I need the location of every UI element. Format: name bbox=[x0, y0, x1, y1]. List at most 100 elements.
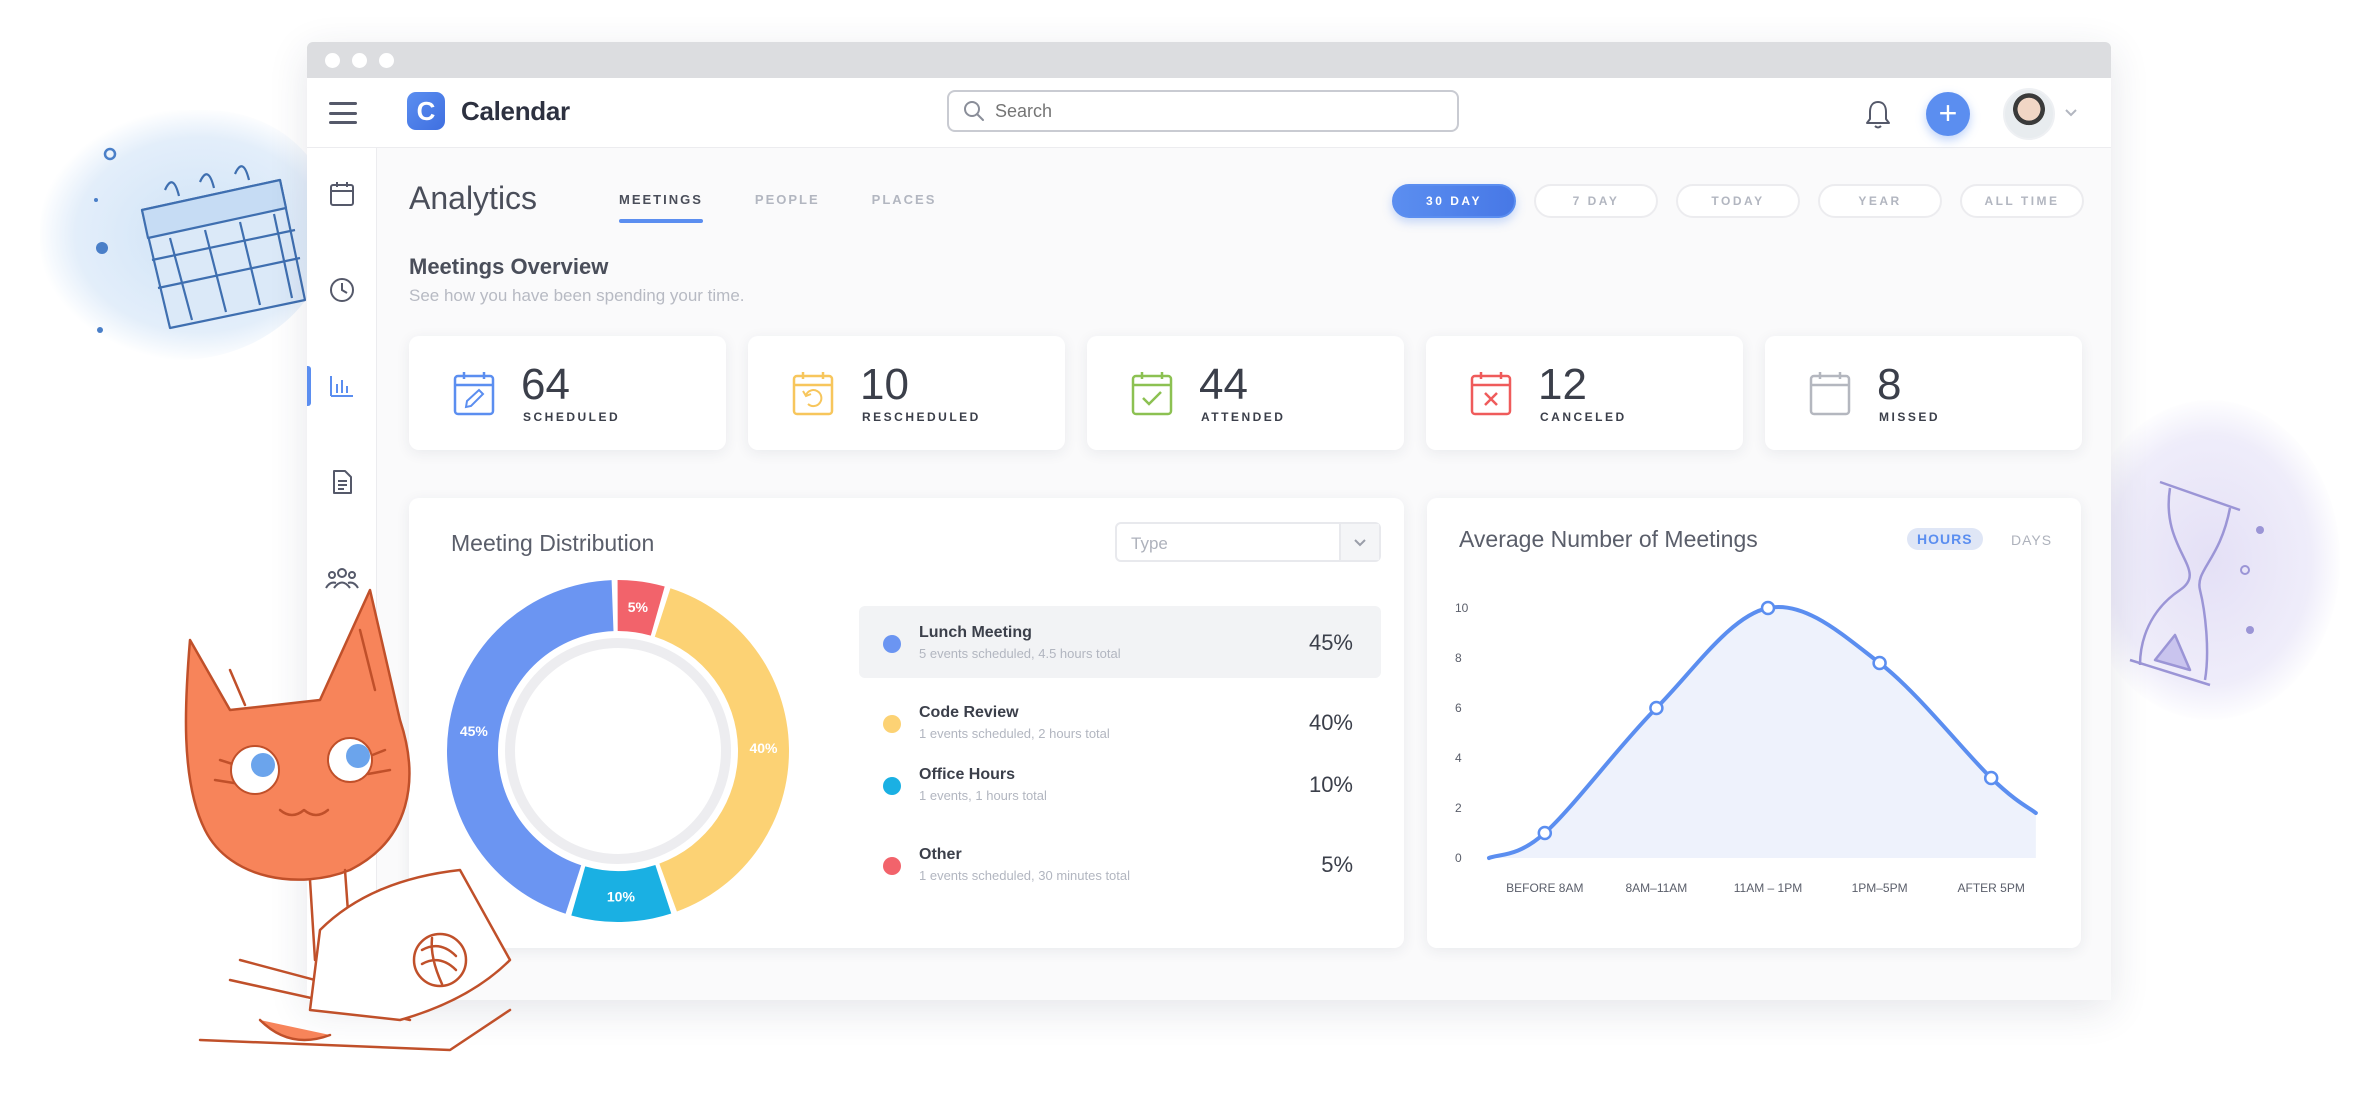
sidebar-item-people[interactable] bbox=[307, 548, 377, 608]
legend-name: Lunch Meeting bbox=[919, 624, 1032, 641]
y-tick-label: 10 bbox=[1455, 601, 1469, 615]
sparkle-dots-icon bbox=[94, 147, 117, 333]
legend-desc: 1 events, 1 hours total bbox=[919, 788, 1047, 803]
x-tick-label: 8AM–11AM bbox=[1625, 881, 1687, 895]
page-title: Analytics bbox=[409, 180, 538, 216]
window-close-dot[interactable] bbox=[325, 52, 340, 68]
range-today[interactable]: TODAY bbox=[1676, 184, 1800, 218]
app-logo[interactable]: C Calendar bbox=[407, 92, 570, 130]
calendar-check-icon bbox=[1131, 372, 1173, 416]
stat-value: 10 bbox=[860, 360, 909, 409]
add-event-button[interactable]: + bbox=[1926, 92, 1970, 136]
stat-card-attended[interactable]: 44 ATTENDED bbox=[1087, 336, 1404, 450]
range-year[interactable]: YEAR bbox=[1818, 184, 1942, 218]
stat-label: MISSED bbox=[1879, 410, 1941, 424]
donut-slice-other[interactable] bbox=[617, 580, 665, 636]
data-point[interactable] bbox=[1537, 825, 1553, 841]
data-point[interactable] bbox=[1983, 770, 1999, 786]
panel-title: Average Number of Meetings bbox=[1459, 526, 1758, 552]
toggle-hours[interactable]: HOURS bbox=[1907, 528, 1983, 550]
data-point[interactable] bbox=[1649, 700, 1664, 716]
window-titlebar bbox=[307, 42, 2111, 78]
logo-mark: C bbox=[407, 92, 445, 130]
tab-meetings[interactable]: MEETINGS bbox=[619, 192, 703, 223]
stats-row: 64 SCHEDULED 10 RESCHEDULED bbox=[409, 336, 2082, 450]
window-minimize-dot[interactable] bbox=[352, 52, 367, 68]
search-input[interactable] bbox=[995, 100, 1435, 122]
panel-title: Meeting Distribution bbox=[451, 530, 655, 556]
y-tick-label: 2 bbox=[1455, 801, 1462, 815]
legend-name: Code Review bbox=[919, 704, 1019, 721]
legend-item-other[interactable]: Other 1 events scheduled, 30 minutes tot… bbox=[859, 828, 1381, 900]
legend-item-office-hours[interactable]: Office Hours 1 events, 1 hours total 10% bbox=[859, 748, 1381, 820]
sidebar-item-history[interactable] bbox=[307, 260, 377, 320]
stat-card-rescheduled[interactable]: 10 RESCHEDULED bbox=[748, 336, 1065, 450]
sidebar-item-calendar[interactable] bbox=[307, 164, 377, 224]
chevron-down-icon[interactable] bbox=[2063, 104, 2079, 120]
y-tick-label: 8 bbox=[1455, 651, 1462, 665]
data-point[interactable] bbox=[1760, 600, 1776, 616]
calendar-icon bbox=[330, 182, 354, 206]
section-title: Meetings Overview bbox=[409, 254, 609, 279]
hourglass-doodle-icon bbox=[2129, 480, 2264, 687]
range-7-day[interactable]: 7 DAY bbox=[1534, 184, 1658, 218]
y-tick-label: 6 bbox=[1455, 701, 1462, 715]
top-bar: C Calendar + bbox=[307, 78, 2111, 148]
donut-slice-label: 10% bbox=[607, 888, 636, 904]
donut-slice-office-hours[interactable] bbox=[571, 865, 672, 922]
calendar-cancel-icon bbox=[1470, 372, 1512, 416]
donut-slice-label: 45% bbox=[460, 723, 489, 739]
sidebar-item-documents[interactable] bbox=[307, 452, 377, 512]
range-30-day[interactable]: 30 DAY bbox=[1392, 184, 1516, 218]
legend-percent: 40% bbox=[1308, 710, 1353, 735]
stat-card-missed[interactable]: 8 MISSED bbox=[1765, 336, 2082, 450]
distribution-legend: Lunch Meeting 5 events scheduled, 4.5 ho… bbox=[859, 606, 1381, 908]
legend-item-code-review[interactable]: Code Review 1 events scheduled, 2 hours … bbox=[859, 686, 1381, 758]
donut-chart[interactable]: 5% 40% 10% 45% bbox=[447, 580, 789, 922]
menu-icon[interactable] bbox=[329, 102, 357, 124]
search-icon bbox=[964, 101, 984, 121]
stat-label: ATTENDED bbox=[1201, 410, 1286, 424]
calendar-doodle-icon bbox=[140, 165, 307, 330]
x-tick-label: 1PM–5PM bbox=[1852, 881, 1908, 895]
legend-percent: 5% bbox=[1321, 852, 1353, 877]
legend-desc: 5 events scheduled, 4.5 hours total bbox=[919, 646, 1121, 661]
legend-item-lunch-meeting[interactable]: Lunch Meeting 5 events scheduled, 4.5 ho… bbox=[859, 606, 1381, 678]
tab-people[interactable]: PEOPLE bbox=[754, 192, 820, 207]
stat-card-scheduled[interactable]: 64 SCHEDULED bbox=[409, 336, 726, 450]
stat-card-canceled[interactable]: 12 CANCELED bbox=[1426, 336, 1743, 450]
legend-name: Other bbox=[919, 846, 962, 863]
donut-slice-lunch-meeting[interactable] bbox=[447, 580, 614, 914]
meeting-distribution-panel: Meeting Distribution Type 5% 40% 10% 45% Lu… bbox=[409, 498, 1404, 948]
legend-color-dot bbox=[883, 857, 901, 875]
toggle-days[interactable]: DAYS bbox=[2011, 532, 2053, 548]
stat-value: 12 bbox=[1538, 360, 1587, 409]
people-icon bbox=[325, 568, 359, 589]
select-value: Type bbox=[1131, 534, 1168, 553]
average-meetings-chart[interactable]: 0 2 4 6 8 10 BEFORE 8AM 8AM–11AM 11AM – 1PM 1PM–5… bbox=[1447, 588, 2067, 918]
tab-places[interactable]: PLACES bbox=[871, 192, 937, 207]
main-content: Analytics MEETINGS PEOPLE PLACES 30 DAY … bbox=[377, 148, 2111, 1000]
stat-value: 64 bbox=[521, 360, 570, 409]
calendar-edit-icon bbox=[453, 372, 495, 416]
legend-desc: 1 events scheduled, 2 hours total bbox=[919, 726, 1110, 741]
avatar[interactable] bbox=[2003, 88, 2055, 140]
legend-percent: 45% bbox=[1308, 630, 1353, 655]
legend-color-dot bbox=[883, 715, 901, 733]
sidebar-item-analytics[interactable] bbox=[307, 356, 377, 416]
type-filter-select[interactable]: Type bbox=[1115, 522, 1381, 562]
donut-inner-ring bbox=[505, 638, 731, 864]
x-tick-label: BEFORE 8AM bbox=[1506, 881, 1583, 895]
window-maximize-dot[interactable] bbox=[379, 52, 394, 68]
donut-slice-code-review[interactable] bbox=[654, 588, 789, 912]
data-point[interactable] bbox=[1872, 655, 1887, 671]
y-tick-label: 4 bbox=[1455, 751, 1462, 765]
range-all-time[interactable]: ALL TIME bbox=[1960, 184, 2084, 218]
bell-icon[interactable] bbox=[1863, 98, 1893, 130]
legend-percent: 10% bbox=[1308, 772, 1353, 797]
area-fill bbox=[1489, 606, 2036, 858]
x-tick-label: AFTER 5PM bbox=[1958, 881, 2025, 895]
calendar-blank-icon bbox=[1809, 372, 1851, 416]
search-box[interactable] bbox=[947, 90, 1459, 132]
